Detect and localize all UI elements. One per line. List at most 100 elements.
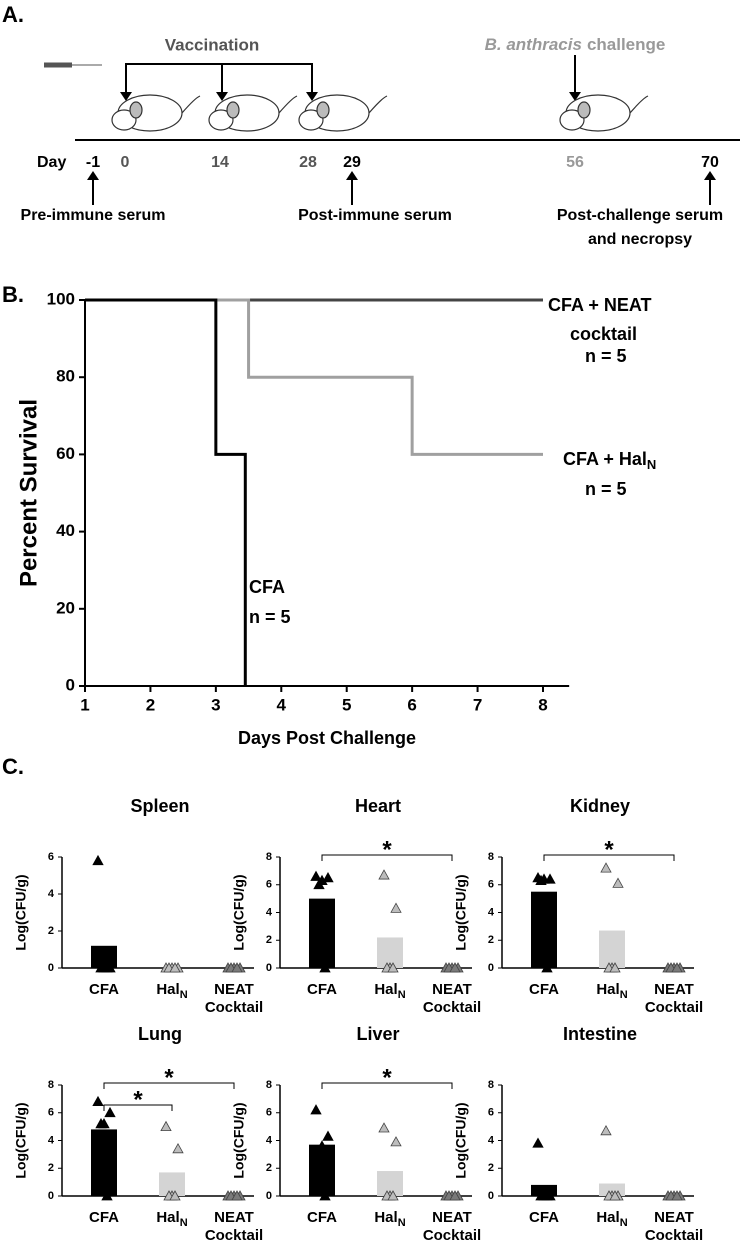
- y-tick-label: 0: [488, 1190, 494, 1202]
- data-point: [160, 1120, 172, 1132]
- y-tick-label: 0: [66, 675, 75, 694]
- y-tick-label: 8: [488, 851, 494, 863]
- data-point: [92, 1095, 104, 1107]
- data-point: [600, 1124, 612, 1136]
- panel-label: C.: [2, 754, 24, 779]
- y-tick-label: 0: [266, 1190, 272, 1202]
- category-label-line2: Cocktail: [205, 999, 263, 1016]
- category-name: NEAT: [654, 1209, 694, 1226]
- x-tick-label: 7: [473, 695, 482, 714]
- data-point: [172, 1142, 184, 1154]
- y-tick-label: 4: [48, 888, 55, 900]
- series-name: CFA + Hal: [563, 449, 647, 469]
- challenge-word: challenge: [587, 35, 665, 54]
- bar: [309, 1144, 335, 1196]
- data-point: [101, 1190, 113, 1201]
- category-name: CFA: [89, 981, 119, 998]
- x-tick-label: 1: [80, 695, 89, 714]
- category-label: CFA: [89, 981, 119, 998]
- y-tick-label: 4: [48, 1134, 55, 1146]
- category-subscript: N: [398, 1217, 406, 1229]
- significance-bracket: [321, 1082, 453, 1089]
- chart-title: Lung: [138, 1024, 182, 1044]
- y-tick-label: 20: [56, 598, 75, 617]
- y-tick-label: 0: [48, 962, 54, 974]
- mice: [111, 94, 649, 132]
- annotation: and necropsy: [588, 231, 692, 248]
- annotation: Pre-immune serum: [21, 207, 166, 224]
- category-name: Hal: [596, 1209, 619, 1226]
- category-label: HalN: [596, 981, 627, 1001]
- category-name: Hal: [374, 1209, 397, 1226]
- bar: [159, 1172, 185, 1196]
- y-tick-label: 100: [47, 289, 75, 308]
- data-point: [310, 1104, 322, 1115]
- data-point: [319, 962, 331, 973]
- category-label: HalN: [374, 1209, 405, 1229]
- category-subscript: N: [180, 989, 188, 1001]
- category-name: NEAT: [654, 981, 694, 998]
- y-tick-label: 40: [56, 521, 75, 540]
- x-tick-label: 2: [146, 695, 155, 714]
- y-tick-label: 4: [488, 906, 495, 918]
- data-point: [612, 877, 624, 888]
- n-label: n = 5: [585, 346, 627, 366]
- series-label: cocktail: [570, 324, 637, 344]
- significance-label: *: [382, 1064, 392, 1091]
- significance-bracket: [543, 854, 675, 861]
- day-number: -1: [86, 154, 100, 171]
- significance-bracket: [103, 1082, 235, 1089]
- y-axis-label: Log(CFU/g): [453, 1102, 469, 1178]
- category-name: CFA: [529, 981, 559, 998]
- pathogen: B. anthracis: [485, 35, 582, 54]
- data-point: [319, 1190, 331, 1201]
- y-tick-label: 4: [266, 906, 273, 918]
- y-tick-label: 6: [48, 1107, 54, 1119]
- category-label: NEAT: [214, 1209, 254, 1226]
- arrowheads: [87, 92, 716, 180]
- chart-title: Spleen: [130, 796, 189, 816]
- data-point: [390, 1136, 402, 1147]
- x-tick-label: 6: [407, 695, 416, 714]
- category-name: Hal: [374, 981, 397, 998]
- category-label: CFA: [529, 1209, 559, 1226]
- challenge-label: B. anthracis challenge: [485, 35, 666, 54]
- chart-title: Heart: [355, 796, 401, 816]
- category-label: HalN: [374, 981, 405, 1001]
- data-point: [609, 962, 621, 973]
- chart-title: Kidney: [570, 796, 630, 816]
- category-label: HalN: [596, 1209, 627, 1229]
- significance-bracket: [321, 854, 453, 861]
- x-axis-label: Days Post Challenge: [238, 728, 416, 748]
- y-tick-label: 2: [266, 934, 272, 946]
- y-tick-label: 0: [48, 1190, 54, 1202]
- day-number: 56: [566, 154, 584, 171]
- y-tick-label: 4: [266, 1134, 273, 1146]
- category-label-line2: Cocktail: [645, 1227, 703, 1244]
- category-label: HalN: [156, 1209, 187, 1229]
- category-subscript: N: [398, 989, 406, 1001]
- series-label: CFA: [249, 577, 285, 597]
- data-point: [310, 870, 322, 881]
- annotation: Post-challenge serum: [557, 207, 723, 224]
- y-axis-label: Log(CFU/g): [13, 1102, 29, 1178]
- series-label: CFA + HalN: [563, 449, 656, 473]
- y-tick-label: 2: [48, 925, 54, 937]
- data-point: [313, 1147, 325, 1158]
- category-label: NEAT: [654, 981, 694, 998]
- y-tick-label: 8: [266, 851, 272, 863]
- y-tick-label: 4: [488, 1134, 495, 1146]
- data-point: [92, 854, 104, 866]
- x-tick-label: 8: [538, 695, 547, 714]
- vaccination-label: Vaccination: [165, 35, 259, 54]
- category-label: NEAT: [654, 1209, 694, 1226]
- day-number: 14: [211, 154, 229, 171]
- data-point: [316, 1140, 328, 1151]
- significance-label: *: [604, 836, 614, 863]
- series-subscript: N: [647, 457, 656, 472]
- data-point: [322, 1130, 334, 1141]
- category-name: Hal: [156, 981, 179, 998]
- data-point: [449, 1190, 461, 1201]
- category-label-line2: Cocktail: [423, 1227, 481, 1244]
- category-name: NEAT: [214, 1209, 254, 1226]
